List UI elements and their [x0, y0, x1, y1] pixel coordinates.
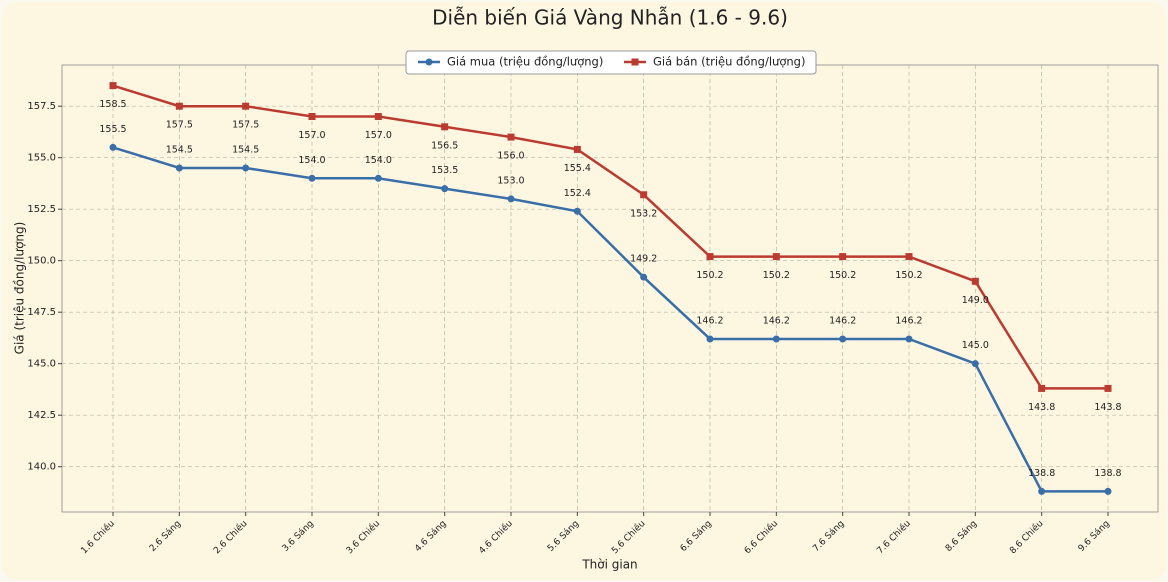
marker: [573, 145, 581, 153]
value-label: 143.8: [1094, 402, 1121, 413]
y-tick-label: 152.5: [27, 204, 56, 215]
value-label: 157.0: [365, 130, 392, 141]
y-tick-label: 147.5: [27, 307, 56, 318]
marker: [308, 112, 316, 120]
y-tick-label: 145.0: [27, 359, 56, 370]
marker: [242, 164, 250, 172]
line: [112, 146, 1108, 493]
value-label: 150.2: [829, 270, 856, 281]
value-label: 154.0: [365, 155, 392, 166]
marker: [1038, 487, 1046, 495]
marker: [1038, 384, 1046, 392]
value-label: 156.0: [497, 151, 524, 162]
marker: [839, 335, 847, 343]
value-label: 155.4: [564, 163, 591, 174]
marker: [839, 253, 847, 261]
legend: [405, 50, 817, 75]
legend-label: Giá mua (triệu đồng/lượng): [447, 55, 603, 69]
value-label: 145.0: [962, 340, 989, 351]
marker: [1104, 384, 1112, 392]
value-label: 146.2: [829, 315, 856, 326]
value-label: 153.2: [630, 208, 657, 219]
marker: [175, 164, 183, 172]
value-label: 146.2: [696, 315, 723, 326]
y-axis-label: Giá (triệu đồng/lượng): [13, 222, 27, 355]
marker: [441, 123, 449, 131]
value-label: 153.0: [497, 175, 524, 186]
legend-label: Giá bán (triệu đồng/lượng): [653, 55, 805, 69]
marker: [308, 174, 316, 182]
marker: [242, 102, 250, 110]
marker: [706, 253, 714, 261]
marker: [507, 133, 515, 141]
x-axis-label: Thời gian: [581, 558, 637, 572]
value-label: 156.5: [431, 140, 458, 151]
value-label: 149.2: [630, 254, 657, 265]
y-tick-label: 140.0: [27, 462, 56, 473]
marker: [905, 253, 913, 261]
value-label: 158.5: [99, 99, 126, 110]
marker: [175, 102, 183, 110]
value-label: 154.5: [166, 144, 193, 155]
value-label: 149.0: [962, 295, 989, 306]
plot-area: [61, 64, 1159, 513]
marker: [640, 191, 648, 199]
value-label: 150.2: [696, 270, 723, 281]
value-label: 150.2: [895, 270, 922, 281]
marker: [573, 207, 581, 215]
chart-title: Diễn biến Giá Vàng Nhẫn (1.6 - 9.6): [432, 6, 788, 30]
marker: [374, 112, 382, 120]
marker: [971, 360, 979, 368]
marker: [772, 253, 780, 261]
marker: [772, 335, 780, 343]
line: [112, 84, 1108, 390]
value-label: 155.5: [99, 124, 126, 135]
marker: [1104, 487, 1112, 495]
value-label: 157.0: [298, 130, 325, 141]
value-label: 138.8: [1094, 468, 1121, 479]
value-label: 143.8: [1028, 402, 1055, 413]
marker: [640, 273, 648, 281]
value-label: 153.5: [431, 165, 458, 176]
value-label: 146.2: [895, 315, 922, 326]
value-label: 157.5: [232, 120, 259, 131]
value-label: 150.2: [763, 270, 790, 281]
marker: [374, 174, 382, 182]
marker: [441, 185, 449, 193]
marker: [109, 143, 117, 151]
value-label: 154.5: [232, 144, 259, 155]
value-label: 157.5: [166, 120, 193, 131]
marker: [109, 82, 117, 90]
y-tick-label: 157.5: [27, 101, 56, 112]
value-label: 152.4: [564, 188, 591, 199]
y-tick-label: 142.5: [27, 410, 56, 421]
legend-marker: [631, 58, 639, 66]
marker: [507, 195, 515, 203]
y-tick-label: 155.0: [27, 153, 56, 164]
value-label: 138.8: [1028, 468, 1055, 479]
legend-marker: [425, 58, 433, 66]
y-tick-label: 150.0: [27, 256, 56, 267]
marker: [971, 277, 979, 285]
value-label: 154.0: [298, 155, 325, 166]
marker: [905, 335, 913, 343]
marker: [706, 335, 714, 343]
value-label: 146.2: [763, 315, 790, 326]
